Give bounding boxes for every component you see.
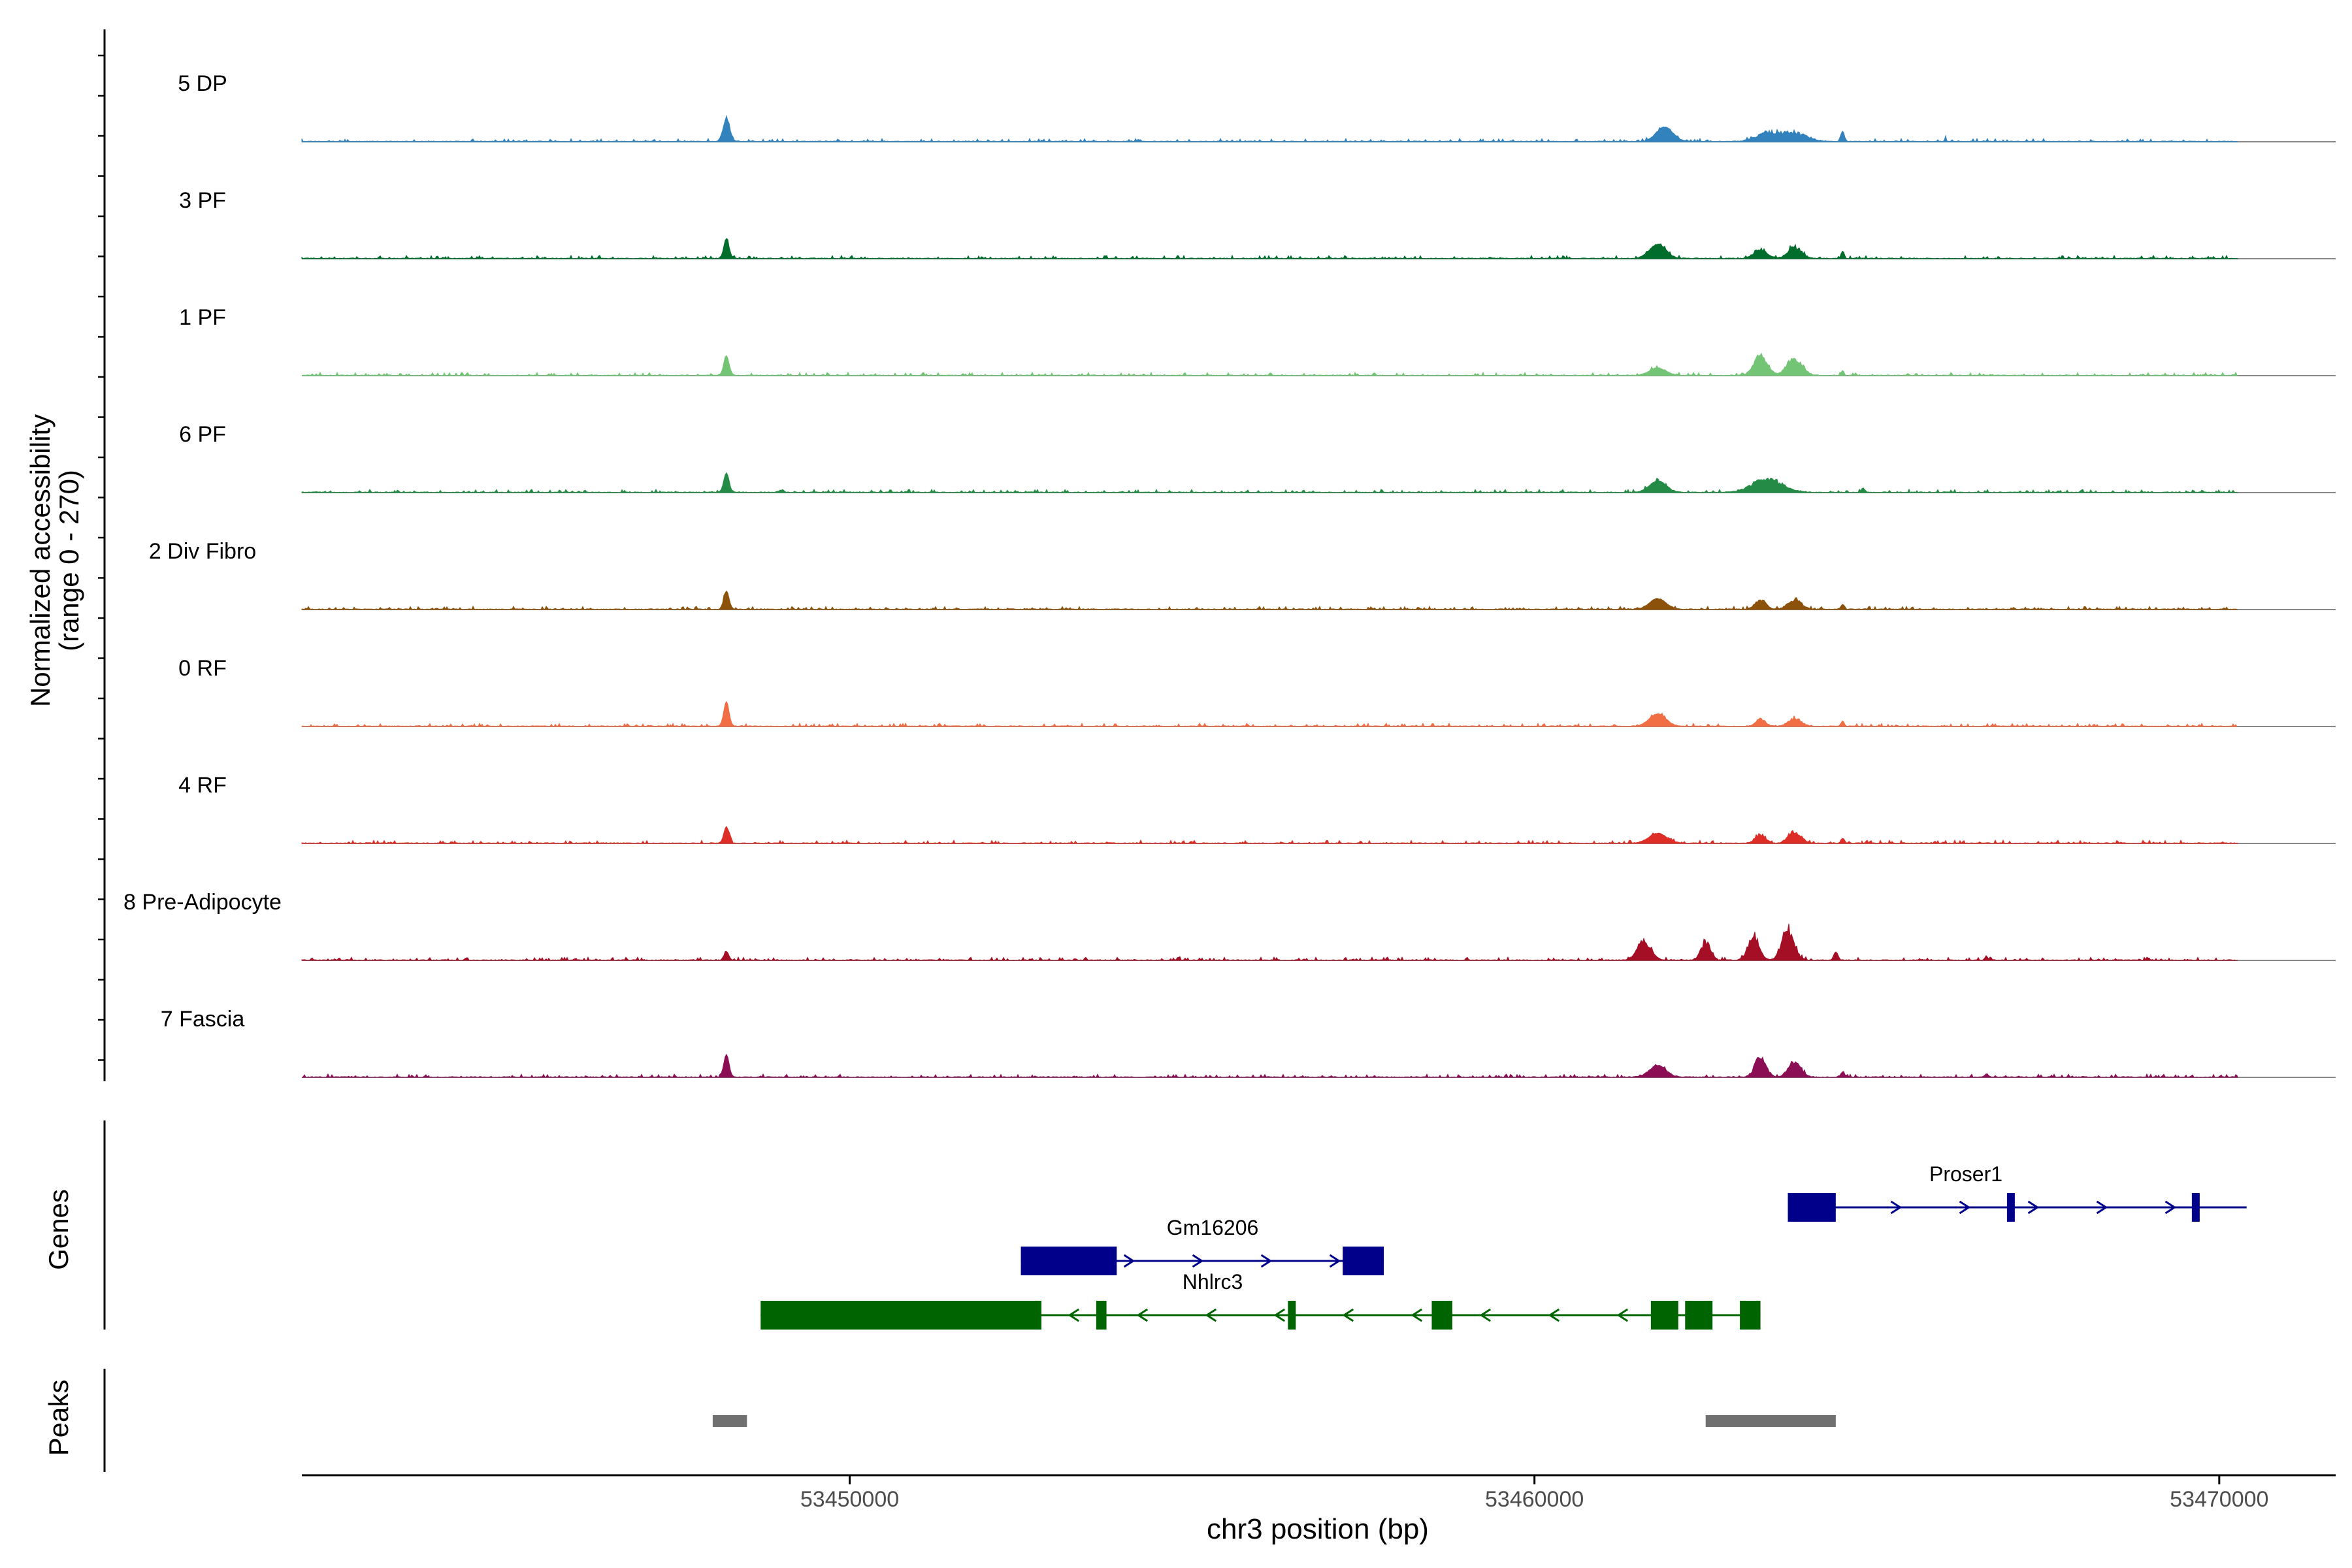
track-label: 3 PF — [179, 188, 226, 213]
track-label: 1 PF — [179, 305, 226, 330]
genes-panel-label: Genes — [43, 1189, 74, 1270]
strand-arrow — [1068, 1308, 1080, 1322]
strand-arrow — [2027, 1200, 2040, 1215]
strand-arrow — [1342, 1308, 1354, 1322]
gene-exon — [1788, 1193, 1836, 1222]
peaks-panel — [103, 1369, 1836, 1472]
strand-arrow — [1890, 1200, 1903, 1215]
gene-exon — [760, 1301, 1041, 1330]
coverage-area — [301, 826, 2239, 844]
strand-arrow — [1192, 1254, 1204, 1268]
strand-arrow — [2096, 1200, 2108, 1215]
track-4-rf: 4 RF — [178, 773, 2336, 844]
track-2-div-fibro: 2 Div Fibro — [149, 539, 2336, 610]
peaks-panel-label: Peaks — [43, 1380, 74, 1456]
gene-exon — [1740, 1301, 1761, 1330]
strand-arrow — [1273, 1308, 1286, 1322]
strand-arrow — [1959, 1200, 1971, 1215]
track-8-pre-adipocyte: 8 Pre-Adipocyte — [123, 890, 2336, 962]
coverage-area — [301, 700, 2238, 728]
track-3-pf: 3 PF — [179, 188, 2336, 260]
gene-exon — [1685, 1301, 1713, 1330]
y-axis-label-line2: (range 0 - 270) — [54, 470, 84, 651]
track-label: 0 RF — [178, 656, 227, 681]
gene-exon — [2191, 1193, 2200, 1222]
coverage-area — [301, 114, 2238, 143]
strand-arrow — [1479, 1308, 1492, 1322]
track-label: 5 DP — [178, 71, 227, 96]
genes-panel: Gm16206 Nhlrc3 Proser1 — [103, 1120, 2247, 1330]
strand-arrow — [1616, 1308, 1629, 1322]
x-tick-label: 53450000 — [800, 1487, 899, 1512]
gene-nhlrc3: Nhlrc3 — [760, 1270, 1761, 1330]
track-6-pf: 6 PF — [179, 422, 2336, 493]
track-label: 6 PF — [179, 422, 226, 447]
gene-exon — [1096, 1301, 1107, 1330]
y-axis-label-line1: Normalized accessibility — [25, 414, 56, 707]
gene-label: Gm16206 — [1167, 1216, 1259, 1239]
gene-proser1: Proser1 — [1788, 1162, 2247, 1222]
coverage-area — [301, 238, 2239, 260]
strand-arrow — [1136, 1308, 1149, 1322]
track-7-fascia: 7 Fascia — [161, 1007, 2336, 1079]
gene-exon — [2006, 1193, 2015, 1222]
x-axis-label: chr3 position (bp) — [1207, 1513, 1429, 1545]
track-label: 4 RF — [178, 773, 227, 798]
gene-exon — [1021, 1247, 1117, 1275]
strand-arrow — [1329, 1254, 1341, 1268]
track-label: 2 Div Fibro — [149, 539, 256, 564]
gene-exon — [1650, 1301, 1678, 1330]
gene-label: Nhlrc3 — [1183, 1270, 1243, 1294]
strand-arrow — [1260, 1254, 1273, 1268]
coverage-area — [301, 590, 2238, 610]
peak-region — [1705, 1415, 1836, 1427]
coverage-area — [301, 1053, 2238, 1079]
coverage-area — [301, 352, 2239, 376]
coverage-area — [301, 472, 2239, 493]
gene-exon — [1288, 1301, 1296, 1330]
x-axis: 53450000 53460000 53470000 — [302, 1474, 2336, 1512]
strand-arrow — [2164, 1200, 2177, 1215]
peak-region — [712, 1415, 747, 1427]
strand-arrow — [1123, 1254, 1135, 1268]
strand-arrow — [1411, 1308, 1423, 1322]
track-label: 7 Fascia — [161, 1007, 245, 1032]
gene-label: Proser1 — [1929, 1162, 2002, 1186]
track-label: 8 Pre-Adipocyte — [123, 890, 282, 915]
strand-arrow — [1205, 1308, 1217, 1322]
x-tick-label: 53470000 — [2170, 1487, 2268, 1512]
gene-gm16206: Gm16206 — [1021, 1216, 1384, 1275]
track-0-rf: 0 RF — [178, 656, 2336, 728]
coverage-tracks: 5 DP 3 PF 1 PF 6 PF 2 Div Fibro 0 RF 4 RF 8 Pre… — [123, 71, 2336, 1079]
track-1-pf: 1 PF — [179, 305, 2336, 376]
y-axis — [98, 29, 106, 1081]
coverage-area — [301, 923, 2238, 962]
gene-exon — [1431, 1301, 1452, 1330]
track-5-dp: 5 DP — [178, 71, 2336, 143]
strand-arrow — [1548, 1308, 1560, 1322]
gene-exon — [1343, 1247, 1384, 1275]
x-tick-label: 53460000 — [1485, 1487, 1584, 1512]
